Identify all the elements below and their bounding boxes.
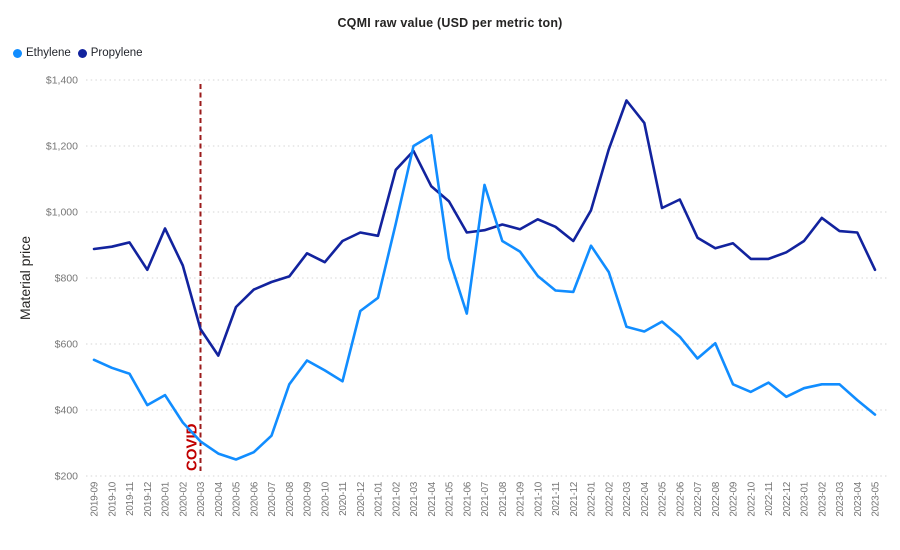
x-tick-label: 2020-04 (214, 481, 225, 516)
x-tick-label: 2020-01 (161, 481, 172, 516)
x-tick-label: 2020-11 (338, 481, 349, 516)
y-tick-label: $1,200 (46, 141, 78, 153)
x-tick-label: 2021-09 (516, 481, 527, 516)
x-tick-label: 2020-05 (232, 481, 243, 516)
x-tick-label: 2020-10 (320, 481, 331, 516)
propylene-series-line[interactable] (92, 99, 877, 357)
legend-label: Propylene (90, 47, 143, 59)
x-tick-label: 2019-12 (143, 481, 154, 516)
x-tick-label: 2022-07 (693, 481, 704, 516)
x-tick-label: 2021-01 (374, 481, 385, 516)
x-tick-label: 2023-05 (871, 481, 882, 516)
x-tick-label: 2022-03 (622, 481, 633, 516)
x-tick-label: 2021-02 (391, 481, 402, 516)
x-tick-label: 2020-07 (267, 481, 278, 516)
x-tick-label: 2021-10 (533, 481, 544, 516)
x-tick-label: 2021-03 (409, 481, 420, 516)
legend-dot-ethylene (13, 48, 22, 58)
x-tick-label: 2021-08 (498, 481, 509, 516)
x-tick-label: 2021-11 (551, 481, 562, 516)
x-tick-label: 2021-07 (480, 481, 491, 516)
x-tick-label: 2023-01 (800, 481, 811, 516)
x-tick-label: 2022-05 (658, 481, 669, 516)
x-tick-label: 2020-03 (196, 481, 207, 516)
x-tick-label: 2022-04 (640, 481, 651, 516)
x-tick-label: 2022-06 (675, 481, 686, 516)
x-tick-label: 2022-08 (711, 481, 722, 516)
x-tick-label: 2021-12 (569, 481, 580, 516)
y-tick-label: $200 (55, 471, 79, 483)
x-tick-label: 2019-10 (107, 481, 118, 516)
chart-title: CQMI raw value (USD per metric ton) (337, 16, 563, 30)
legend-item-propylene[interactable]: Propylene (77, 47, 143, 59)
x-tick-label: 2019-09 (90, 481, 101, 516)
x-tick-label: 2021-04 (427, 481, 438, 516)
y-tick-label: $400 (55, 405, 79, 417)
y-axis-title: Material price (17, 236, 33, 320)
x-tick-label: 2023-03 (835, 481, 846, 516)
x-tick-label: 2022-11 (764, 481, 775, 516)
y-tick-label: $1,400 (46, 75, 78, 87)
x-tick-label: 2020-12 (356, 481, 367, 516)
x-tick-label: 2020-06 (249, 481, 260, 516)
x-tick-label: 2019-11 (125, 481, 136, 516)
x-tick-label: 2022-09 (729, 481, 740, 516)
x-tick-label: 2020-09 (303, 481, 314, 516)
legend-label: Ethylene (26, 47, 71, 59)
x-tick-label: 2021-05 (445, 481, 456, 516)
x-tick-label: 2022-12 (782, 481, 793, 516)
legend: Ethylene Propylene (13, 47, 143, 59)
legend-item-ethylene[interactable]: Ethylene (13, 47, 71, 59)
x-tick-label: 2020-08 (285, 481, 296, 516)
x-tick-label: 2022-02 (604, 481, 615, 516)
ethylene-series-line[interactable] (92, 134, 877, 461)
x-tick-label: 2022-01 (587, 481, 598, 516)
legend-dot-propylene (77, 48, 87, 58)
x-tick-label: 2020-02 (178, 481, 189, 516)
x-tick-label: 2023-04 (853, 481, 864, 516)
x-tick-label: 2021-06 (462, 481, 473, 516)
y-tick-label: $600 (55, 339, 79, 351)
x-tick-label: 2022-10 (746, 481, 757, 516)
y-tick-label: $800 (55, 273, 79, 285)
x-tick-label: 2023-02 (817, 481, 828, 516)
y-tick-label: $1,000 (46, 207, 78, 219)
